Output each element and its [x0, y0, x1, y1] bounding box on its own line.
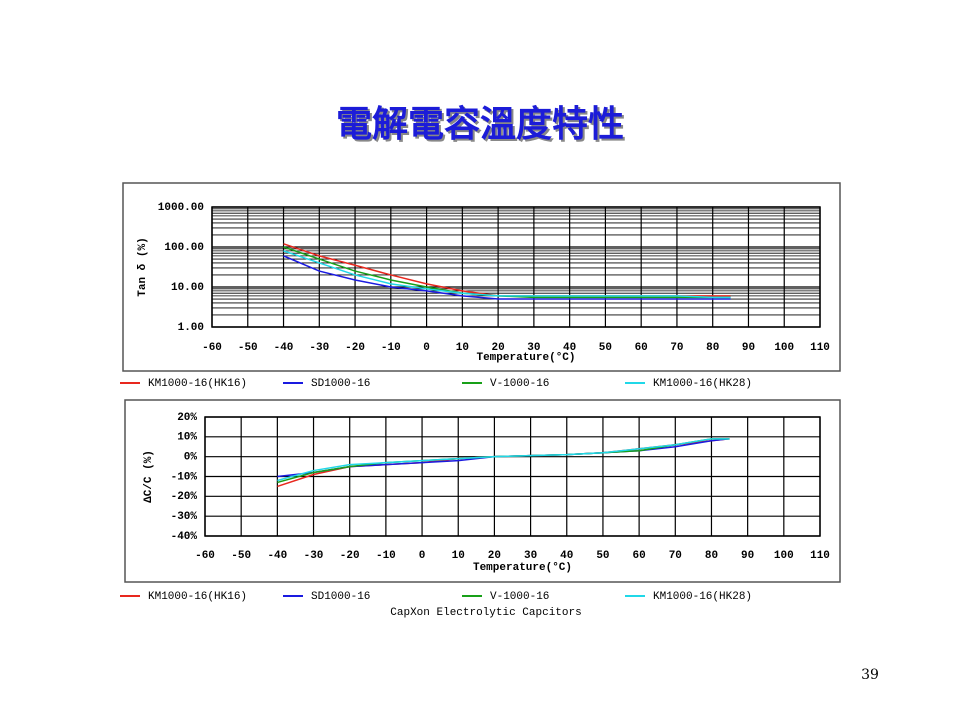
x-tick-label: -60 [202, 342, 222, 354]
x-tick-label: -40 [267, 550, 287, 562]
x-tick-label: 60 [633, 550, 646, 562]
legend-label: KM1000-16(HK28) [653, 591, 752, 603]
x-tick-label: -10 [376, 550, 396, 562]
x-tick-label: 60 [635, 342, 648, 354]
y-tick-label: -40% [171, 531, 198, 543]
x-tick-label: 10 [456, 342, 469, 354]
x-tick-label: -50 [231, 550, 251, 562]
y-tick-label: 100.00 [164, 242, 204, 254]
series-line [283, 246, 731, 299]
plot-area [211, 206, 821, 328]
slide-title: 電解電容溫度特性 [336, 103, 624, 145]
legend-label: V-1000-16 [490, 591, 549, 603]
x-tick-label: -20 [345, 342, 365, 354]
caption: CapXon Electrolytic Capcitors [390, 607, 581, 619]
x-tick-label: -40 [274, 342, 294, 354]
legend-label: SD1000-16 [311, 591, 370, 603]
x-tick-label: 30 [527, 342, 540, 354]
x-tick-label: -30 [304, 550, 324, 562]
x-tick-label: 10 [452, 550, 465, 562]
x-tick-label: 110 [810, 342, 830, 354]
x-tick-label: -60 [195, 550, 215, 562]
y-tick-label: -30% [171, 511, 198, 523]
x-tick-label: -10 [381, 342, 401, 354]
x-tick-label: 40 [563, 342, 576, 354]
legend-label: KM1000-16(HK16) [148, 591, 247, 603]
x-tick-label: 40 [560, 550, 573, 562]
x-tick-label: 70 [670, 342, 683, 354]
y-tick-label: 20% [177, 412, 197, 424]
x-tick-label: 100 [774, 550, 794, 562]
legend-label: SD1000-16 [311, 378, 370, 390]
x-tick-label: 50 [596, 550, 609, 562]
x-tick-label: 110 [810, 550, 830, 562]
x-tick-label: 80 [706, 342, 719, 354]
series-line [277, 438, 730, 482]
y-tick-label: 10% [177, 432, 197, 444]
y-axis-label: Tan δ (%) [137, 237, 149, 296]
x-tick-label: 20 [492, 342, 505, 354]
series-line [283, 250, 731, 299]
x-axis-label: Temperature(°C) [473, 562, 572, 574]
x-tick-label: 0 [423, 342, 430, 354]
chart-frame [122, 182, 841, 372]
x-tick-label: 90 [741, 550, 754, 562]
y-tick-label: -10% [171, 471, 198, 483]
x-tick-label: -30 [309, 342, 329, 354]
y-tick-label: 1000.00 [158, 202, 204, 214]
y-tick-label: -20% [171, 491, 198, 503]
x-tick-label: 50 [599, 342, 612, 354]
x-tick-label: 30 [524, 550, 537, 562]
y-axis-label: ΔC/C (%) [143, 450, 155, 503]
x-tick-label: 0 [419, 550, 426, 562]
legend-label: KM1000-16(HK16) [148, 378, 247, 390]
x-tick-label: 90 [742, 342, 755, 354]
x-axis-label: Temperature(°C) [476, 352, 575, 364]
x-tick-label: 100 [774, 342, 794, 354]
y-tick-label: 0% [184, 452, 198, 464]
legend-label: KM1000-16(HK28) [653, 378, 752, 390]
x-tick-label: 70 [669, 550, 682, 562]
x-tick-label: -20 [340, 550, 360, 562]
chart-frame [124, 399, 841, 583]
x-tick-label: 80 [705, 550, 718, 562]
title-shadow: 電解電容溫度特性 [338, 105, 626, 147]
y-tick-label: 1.00 [178, 322, 204, 334]
x-tick-label: 20 [488, 550, 501, 562]
series-line [283, 255, 731, 300]
page-number: 39 [861, 667, 879, 683]
y-tick-label: 10.00 [171, 282, 204, 294]
x-tick-label: -50 [238, 342, 258, 354]
legend-label: V-1000-16 [490, 378, 549, 390]
